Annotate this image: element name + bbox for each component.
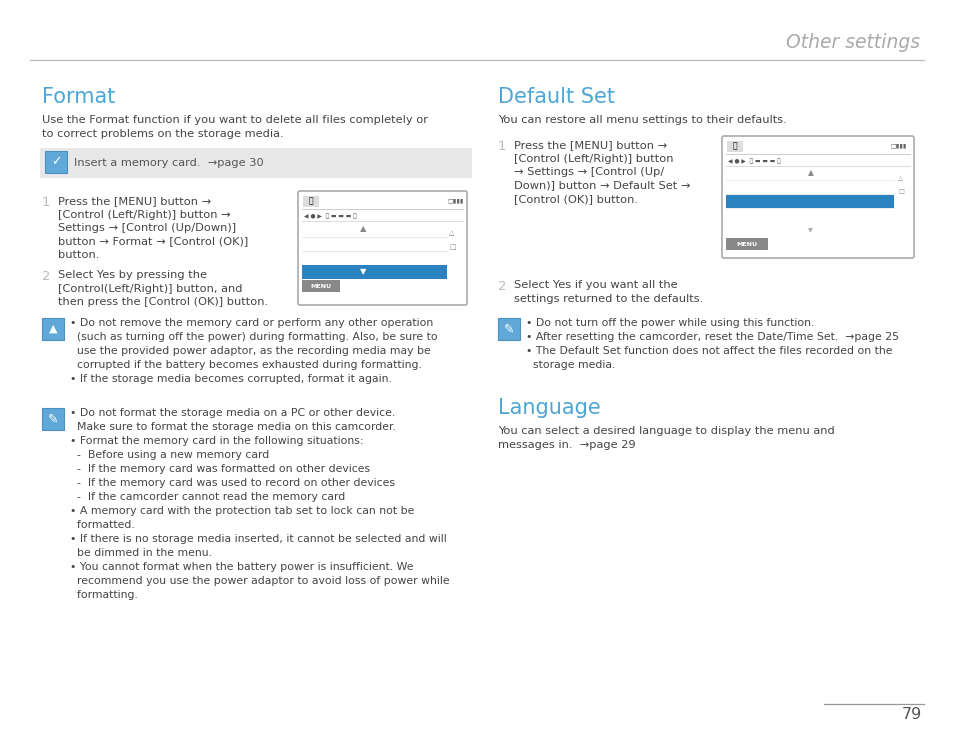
Text: 1: 1 xyxy=(42,196,51,209)
Bar xyxy=(725,167,893,180)
Text: Settings → [Control (Up/Down)]: Settings → [Control (Up/Down)] xyxy=(58,223,236,233)
Bar xyxy=(725,209,893,222)
Text: MENU: MENU xyxy=(310,283,332,288)
Bar xyxy=(45,151,67,173)
Text: Press the [MENU] button →: Press the [MENU] button → xyxy=(58,196,211,206)
Text: • Do not format the storage media on a PC or other device.
  Make sure to format: • Do not format the storage media on a P… xyxy=(70,408,449,600)
FancyBboxPatch shape xyxy=(721,136,913,258)
Text: 2: 2 xyxy=(497,280,506,293)
Bar xyxy=(303,196,318,207)
Text: ▼: ▼ xyxy=(807,228,812,234)
Text: You can restore all menu settings to their defaults.: You can restore all menu settings to the… xyxy=(497,115,786,125)
Text: → Settings → [Control (Up/: → Settings → [Control (Up/ xyxy=(514,167,663,177)
Text: Default Set: Default Set xyxy=(497,87,615,107)
Text: ◀ ● ▶  ⬜ ▬ ▬ ▬ ⬜: ◀ ● ▶ ⬜ ▬ ▬ ▬ ⬜ xyxy=(727,158,780,164)
Text: ✓: ✓ xyxy=(51,155,61,169)
Text: ▲: ▲ xyxy=(359,225,366,234)
Text: ▼: ▼ xyxy=(359,267,366,277)
Text: button.: button. xyxy=(58,250,99,260)
Bar xyxy=(302,265,447,279)
Bar xyxy=(725,238,767,250)
Bar xyxy=(40,148,472,178)
Bar xyxy=(42,318,64,340)
Text: Language: Language xyxy=(497,398,600,418)
Text: □: □ xyxy=(897,190,902,194)
Text: ▼: ▼ xyxy=(807,210,813,220)
Text: ✎: ✎ xyxy=(503,323,514,336)
Bar xyxy=(302,222,447,277)
Bar xyxy=(42,408,64,430)
Text: □▮▮▮: □▮▮▮ xyxy=(889,144,905,148)
Text: MENU: MENU xyxy=(736,242,757,247)
Text: Format: Format xyxy=(42,87,115,107)
Text: • Do not remove the memory card or perform any other operation
  (such as turnin: • Do not remove the memory card or perfo… xyxy=(70,318,437,384)
Text: □▮▮▮: □▮▮▮ xyxy=(447,199,463,204)
Text: ▲: ▲ xyxy=(807,169,813,177)
Text: 🎥: 🎥 xyxy=(732,142,737,150)
Text: ◀ ● ▶  ⬜ ▬ ▬ ▬ ⬜: ◀ ● ▶ ⬜ ▬ ▬ ▬ ⬜ xyxy=(304,213,356,218)
Text: 79: 79 xyxy=(901,707,921,722)
Text: !: ! xyxy=(51,327,54,333)
Bar xyxy=(726,141,742,152)
Text: △: △ xyxy=(897,175,902,180)
Bar xyxy=(725,181,893,194)
Text: • Do not turn off the power while using this function.
• After resetting the cam: • Do not turn off the power while using … xyxy=(525,318,898,370)
Text: ▲: ▲ xyxy=(49,324,57,334)
Text: 2: 2 xyxy=(42,270,51,283)
Text: settings returned to the defaults.: settings returned to the defaults. xyxy=(514,293,702,304)
Text: Insert a memory card.  →page 30: Insert a memory card. →page 30 xyxy=(74,158,263,168)
Text: Down)] button → Default Set →: Down)] button → Default Set → xyxy=(514,180,690,191)
Text: [Control (Left/Right)] button: [Control (Left/Right)] button xyxy=(514,153,673,164)
Text: You can select a desired language to display the menu and
messages in.  →page 29: You can select a desired language to dis… xyxy=(497,426,834,450)
Text: Select Yes if you want all the: Select Yes if you want all the xyxy=(514,280,677,290)
Text: [Control(Left/Right)] button, and: [Control(Left/Right)] button, and xyxy=(58,283,242,293)
Bar xyxy=(302,280,339,292)
Text: Select Yes by pressing the: Select Yes by pressing the xyxy=(58,270,207,280)
Bar xyxy=(497,318,519,340)
Bar xyxy=(725,195,893,208)
Text: △: △ xyxy=(449,230,454,236)
Text: [Control (OK)] button.: [Control (OK)] button. xyxy=(514,194,638,204)
FancyBboxPatch shape xyxy=(297,191,467,305)
Text: then press the [Control (OK)] button.: then press the [Control (OK)] button. xyxy=(58,297,268,307)
Text: 1: 1 xyxy=(497,140,506,153)
Text: Other settings: Other settings xyxy=(785,33,919,52)
Text: Press the [MENU] button →: Press the [MENU] button → xyxy=(514,140,666,150)
Text: button → Format → [Control (OK)]: button → Format → [Control (OK)] xyxy=(58,237,248,247)
Text: ✎: ✎ xyxy=(48,412,58,426)
Text: □: □ xyxy=(449,244,456,250)
Text: Use the Format function if you want to delete all files completely or
to correct: Use the Format function if you want to d… xyxy=(42,115,428,139)
Text: [Control (Left/Right)] button →: [Control (Left/Right)] button → xyxy=(58,210,231,220)
Text: 🎥: 🎥 xyxy=(309,196,313,206)
